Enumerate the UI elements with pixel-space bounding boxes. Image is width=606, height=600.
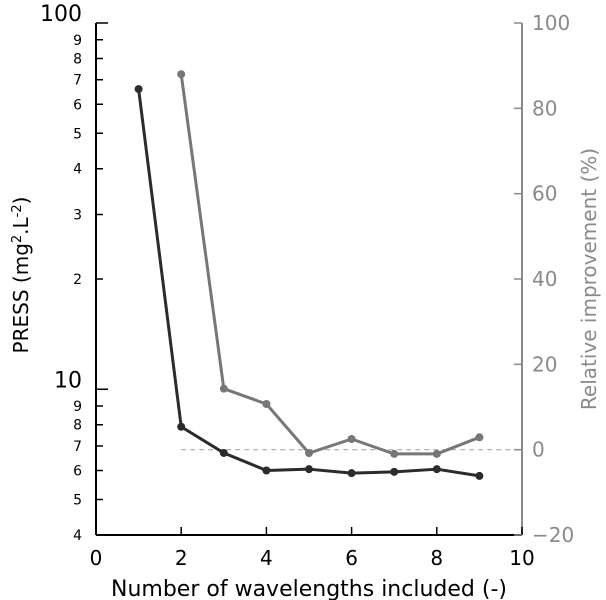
- press-data-point: [262, 466, 271, 475]
- improvement-data-point: [347, 435, 356, 443]
- y-left-label-sup1: 2: [10, 235, 25, 243]
- x-axis-label: Number of wavelengths included (-): [111, 577, 507, 600]
- y-left-minor-tick-label: 6: [73, 97, 82, 113]
- y-left-minor-tick-label: 8: [73, 51, 82, 67]
- y-right-tick-label: 0: [532, 438, 545, 462]
- improvement-series-line: [179, 73, 480, 456]
- y-left-major-tick-label: 100: [40, 2, 82, 27]
- press-data-point: [177, 422, 186, 431]
- y-left-minor-tick-label: 2: [73, 272, 82, 288]
- y-left-axis-label: PRESS (mg2.L-2): [9, 197, 33, 354]
- improvement-data-point: [305, 449, 313, 458]
- y-right-tick-label: 40: [532, 267, 557, 291]
- press-data-point: [390, 467, 399, 476]
- x-tick-label: 0: [90, 546, 103, 570]
- ticks-group: 0 2 4 6 8 10 4 5 6 7 8 9 2 3 4 5 6 7 8 9 10 100 −20 0 20 40 60 80 10…: [40, 2, 574, 570]
- y-left-minor-tick-label: 9: [73, 33, 82, 49]
- improvement-data-point: [177, 70, 186, 79]
- y-left-major-tick-label: 10: [54, 368, 82, 393]
- press-data-point: [347, 469, 356, 478]
- x-tick-label: 2: [175, 546, 188, 570]
- series-group: [134, 70, 484, 480]
- improvement-data-point: [390, 449, 399, 458]
- press-data-point: [219, 448, 228, 457]
- y-left-minor-tick-label: 4: [73, 162, 82, 178]
- y-left-label-sup2: -2: [10, 204, 25, 217]
- press-data-point: [305, 465, 313, 474]
- y-right-tick-label: 20: [532, 352, 557, 376]
- press-data-point: [475, 471, 484, 480]
- y-left-minor-tick-label: 6: [73, 464, 82, 480]
- y-left-minor-tick-label: 5: [73, 126, 82, 142]
- x-tick-label: 4: [260, 546, 273, 570]
- y-left-minor-tick-label: 7: [73, 439, 82, 455]
- y-left-minor-tick-label: 8: [73, 418, 82, 434]
- x-tick-label: 6: [345, 546, 358, 570]
- y-left-label-main: PRESS (mg: [9, 243, 33, 353]
- y-right-tick-label: 80: [532, 96, 557, 120]
- improvement-data-point: [475, 433, 484, 442]
- improvement-data-point: [432, 449, 441, 458]
- y-left-label-end: ): [9, 197, 33, 205]
- x-tick-label: 8: [430, 546, 443, 570]
- improvement-data-point: [262, 400, 271, 409]
- y-left-minor-tick-label: 3: [73, 208, 82, 224]
- y-right-tick-label: 60: [532, 182, 557, 206]
- press-data-point: [134, 85, 143, 94]
- y-left-minor-tick-label: 5: [73, 493, 82, 509]
- y-left-minor-tick-label: 4: [73, 528, 82, 544]
- y-left-minor-tick-label: 9: [73, 399, 82, 415]
- press-data-point: [432, 465, 441, 474]
- y-right-tick-label: −20: [532, 523, 574, 547]
- y-right-axis-label: Relative improvement (%): [577, 148, 601, 410]
- x-tick-label: 10: [509, 546, 534, 570]
- y-left-label-mid: .L: [9, 216, 33, 234]
- improvement-data-point: [219, 384, 228, 393]
- y-right-tick-label: 100: [532, 11, 570, 35]
- y-left-minor-tick-label: 7: [73, 73, 82, 89]
